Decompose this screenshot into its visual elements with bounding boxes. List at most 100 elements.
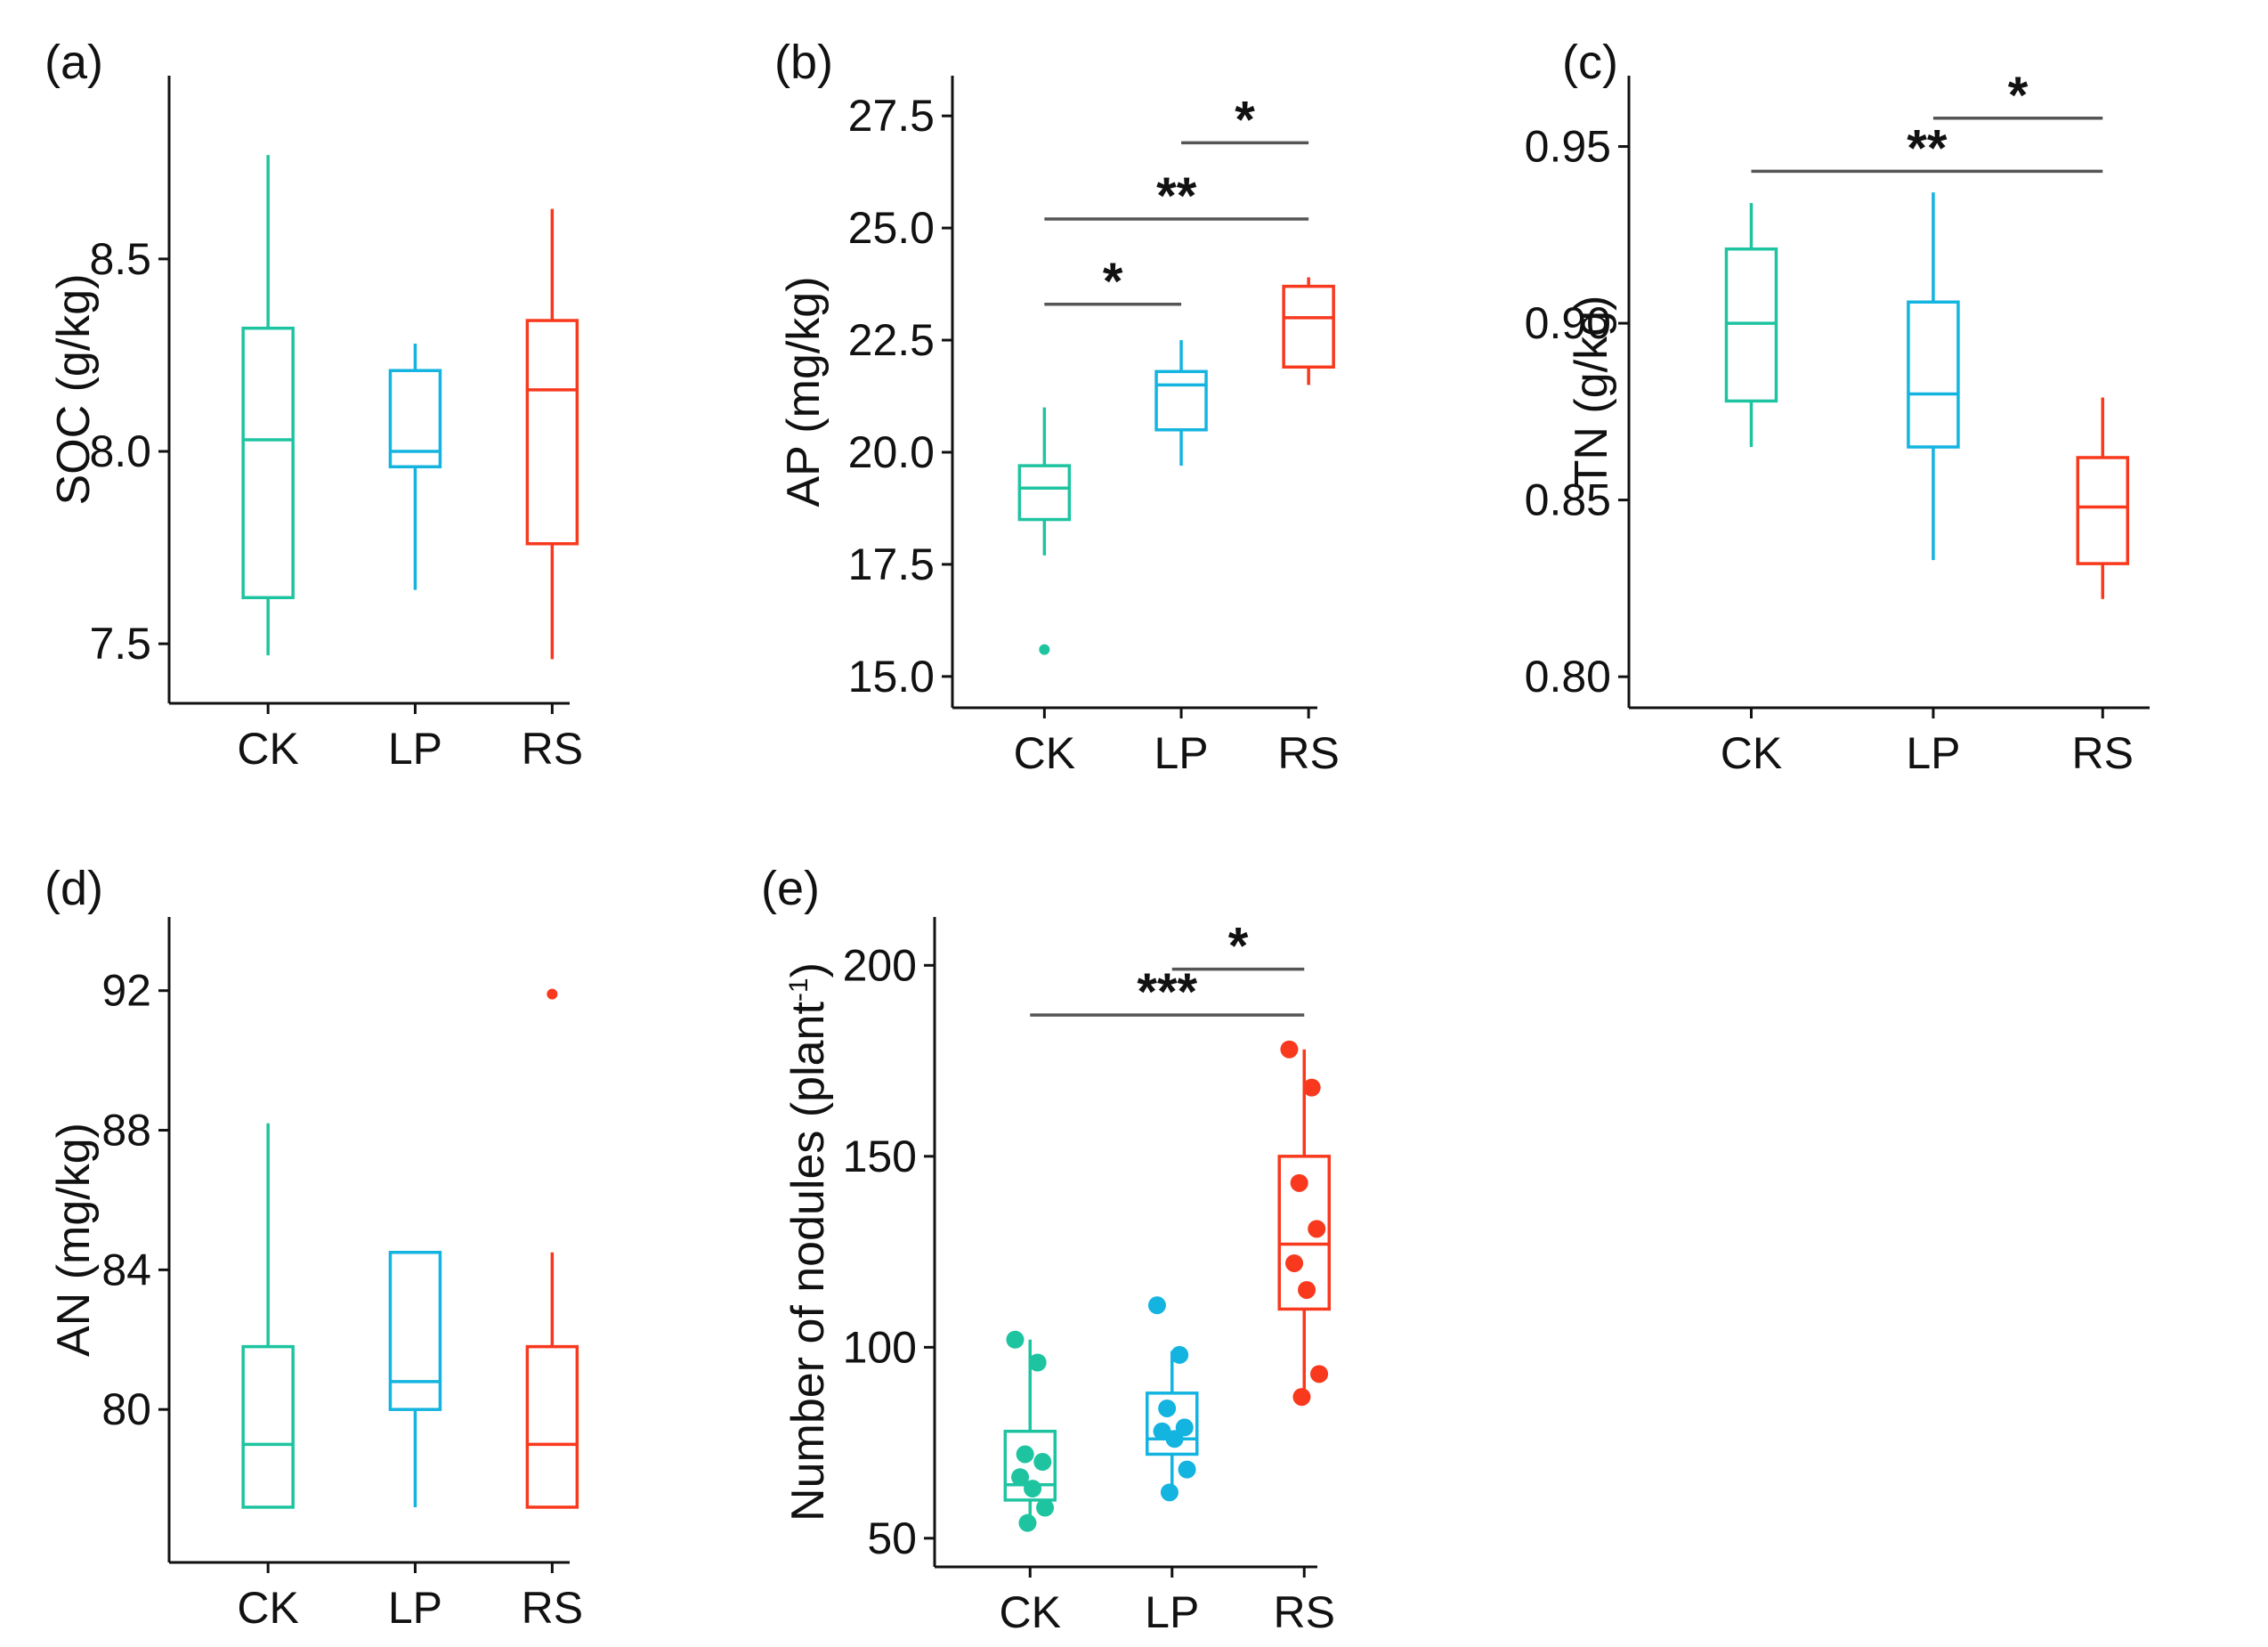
y-tick-label: 17.5 — [848, 540, 935, 589]
x-tick-label-rs: RS — [522, 1583, 583, 1633]
data-point — [1160, 1483, 1179, 1502]
significance-label: * — [1235, 91, 1255, 149]
x-tick-label-lp: LP — [388, 1583, 442, 1633]
data-point — [1170, 1345, 1189, 1364]
box-ck — [241, 1123, 295, 1509]
significance-label: ** — [1156, 167, 1197, 225]
y-tick-label: 20.0 — [848, 427, 935, 477]
box-iqr — [2076, 456, 2130, 565]
data-point — [1158, 1399, 1177, 1417]
y-tick-label: 200 — [843, 940, 917, 990]
x-tick-label-ck: CK — [1000, 1587, 1061, 1637]
panel-b: (b) 15.0 17.5 20.0 22.5 25.0 27.5 AP (mg/kg) CK L… — [774, 36, 1340, 778]
y-tick-label: 100 — [843, 1322, 917, 1372]
box-iqr — [388, 1251, 442, 1411]
x-tick-label-lp: LP — [1154, 728, 1208, 778]
data-point — [1302, 1078, 1321, 1097]
box-rs — [525, 208, 579, 660]
y-tick-label: 0.90 — [1525, 298, 1611, 348]
y-tick-label: 22.5 — [848, 315, 935, 365]
data-point — [1290, 1173, 1308, 1192]
box-ck — [1724, 203, 1778, 448]
data-point — [1310, 1365, 1329, 1383]
box-iqr — [1277, 1155, 1331, 1311]
data-point — [1006, 1330, 1025, 1349]
data-point — [1028, 1353, 1047, 1372]
box-lp — [1154, 340, 1208, 467]
y-tick-label: 8.5 — [89, 234, 151, 284]
panel-label: (e) — [761, 862, 820, 915]
data-point — [1016, 1445, 1034, 1464]
x-tick-label-ck: CK — [1721, 728, 1782, 778]
box-rs — [2076, 397, 2130, 599]
box-iqr — [1907, 300, 1960, 449]
x-tick-label-rs: RS — [2072, 728, 2134, 778]
panel-label: (a) — [45, 36, 103, 89]
data-point — [1033, 1453, 1052, 1472]
data-point — [1292, 1388, 1311, 1407]
y-tick-label: 15.0 — [848, 652, 935, 702]
box-iqr — [1724, 247, 1778, 403]
significance-label: ** — [1907, 119, 1948, 177]
significance-label: * — [2008, 67, 2029, 125]
data-point — [1285, 1254, 1304, 1272]
data-point — [1175, 1418, 1194, 1437]
box-rs — [1282, 277, 1335, 385]
box-ck — [241, 155, 295, 656]
box-iqr — [388, 369, 442, 469]
y-axis-title-suffix: ) — [782, 962, 834, 978]
box-iqr — [525, 1344, 579, 1509]
y-axis-title-superscript: -1 — [784, 978, 814, 1002]
box-iqr — [1146, 1391, 1199, 1456]
data-point — [1011, 1468, 1030, 1487]
y-tick-label: 84 — [101, 1245, 151, 1294]
y-axis-title: SOC (g/kg) — [48, 273, 100, 505]
outlier-point — [547, 988, 558, 1000]
panel-label: (d) — [45, 862, 103, 915]
x-tick-label-lp: LP — [1906, 728, 1960, 778]
panel-d: (d) 80 84 88 92 AN (mg/kg) CK LP RS — [45, 862, 583, 1633]
data-point — [1147, 1296, 1166, 1315]
box-iqr — [1282, 284, 1335, 369]
significance-label: *** — [1137, 963, 1197, 1021]
box-iqr — [241, 326, 295, 600]
y-tick-label: 27.5 — [848, 91, 935, 141]
box-lp — [1907, 192, 1960, 561]
y-tick-label: 80 — [101, 1384, 151, 1434]
outlier-point — [1039, 644, 1050, 655]
x-tick-label-ck: CK — [237, 1583, 298, 1633]
box-iqr — [241, 1344, 295, 1509]
significance-label: * — [1103, 253, 1123, 311]
y-tick-label: 25.0 — [848, 203, 935, 253]
box-ck — [1017, 407, 1072, 655]
box-lp — [388, 343, 442, 590]
data-point — [1165, 1430, 1184, 1448]
data-point — [1280, 1040, 1299, 1059]
box-iqr — [1154, 369, 1208, 432]
y-tick-label: 150 — [843, 1132, 917, 1181]
x-tick-label-ck: CK — [237, 724, 298, 774]
box-iqr — [1017, 464, 1072, 522]
box-rs — [525, 988, 579, 1509]
data-point — [1298, 1280, 1316, 1299]
data-point — [1018, 1513, 1037, 1532]
y-tick-label: 88 — [101, 1106, 151, 1156]
x-tick-label-rs: RS — [1274, 1587, 1335, 1637]
panel-label: (c) — [1562, 36, 1618, 89]
x-tick-label-rs: RS — [1277, 728, 1339, 778]
y-axis-title: TN (g/kg) — [1566, 296, 1617, 489]
y-tick-label: 0.85 — [1525, 475, 1611, 525]
data-point — [1024, 1480, 1042, 1498]
y-tick-label: 0.80 — [1525, 652, 1611, 702]
box-iqr — [525, 319, 579, 546]
box-iqr — [1003, 1429, 1057, 1502]
box-rs — [1277, 1049, 1331, 1398]
data-point — [1036, 1498, 1055, 1517]
y-tick-label: 0.95 — [1525, 122, 1611, 172]
data-point — [1178, 1460, 1196, 1479]
y-tick-label: 7.5 — [89, 619, 151, 669]
